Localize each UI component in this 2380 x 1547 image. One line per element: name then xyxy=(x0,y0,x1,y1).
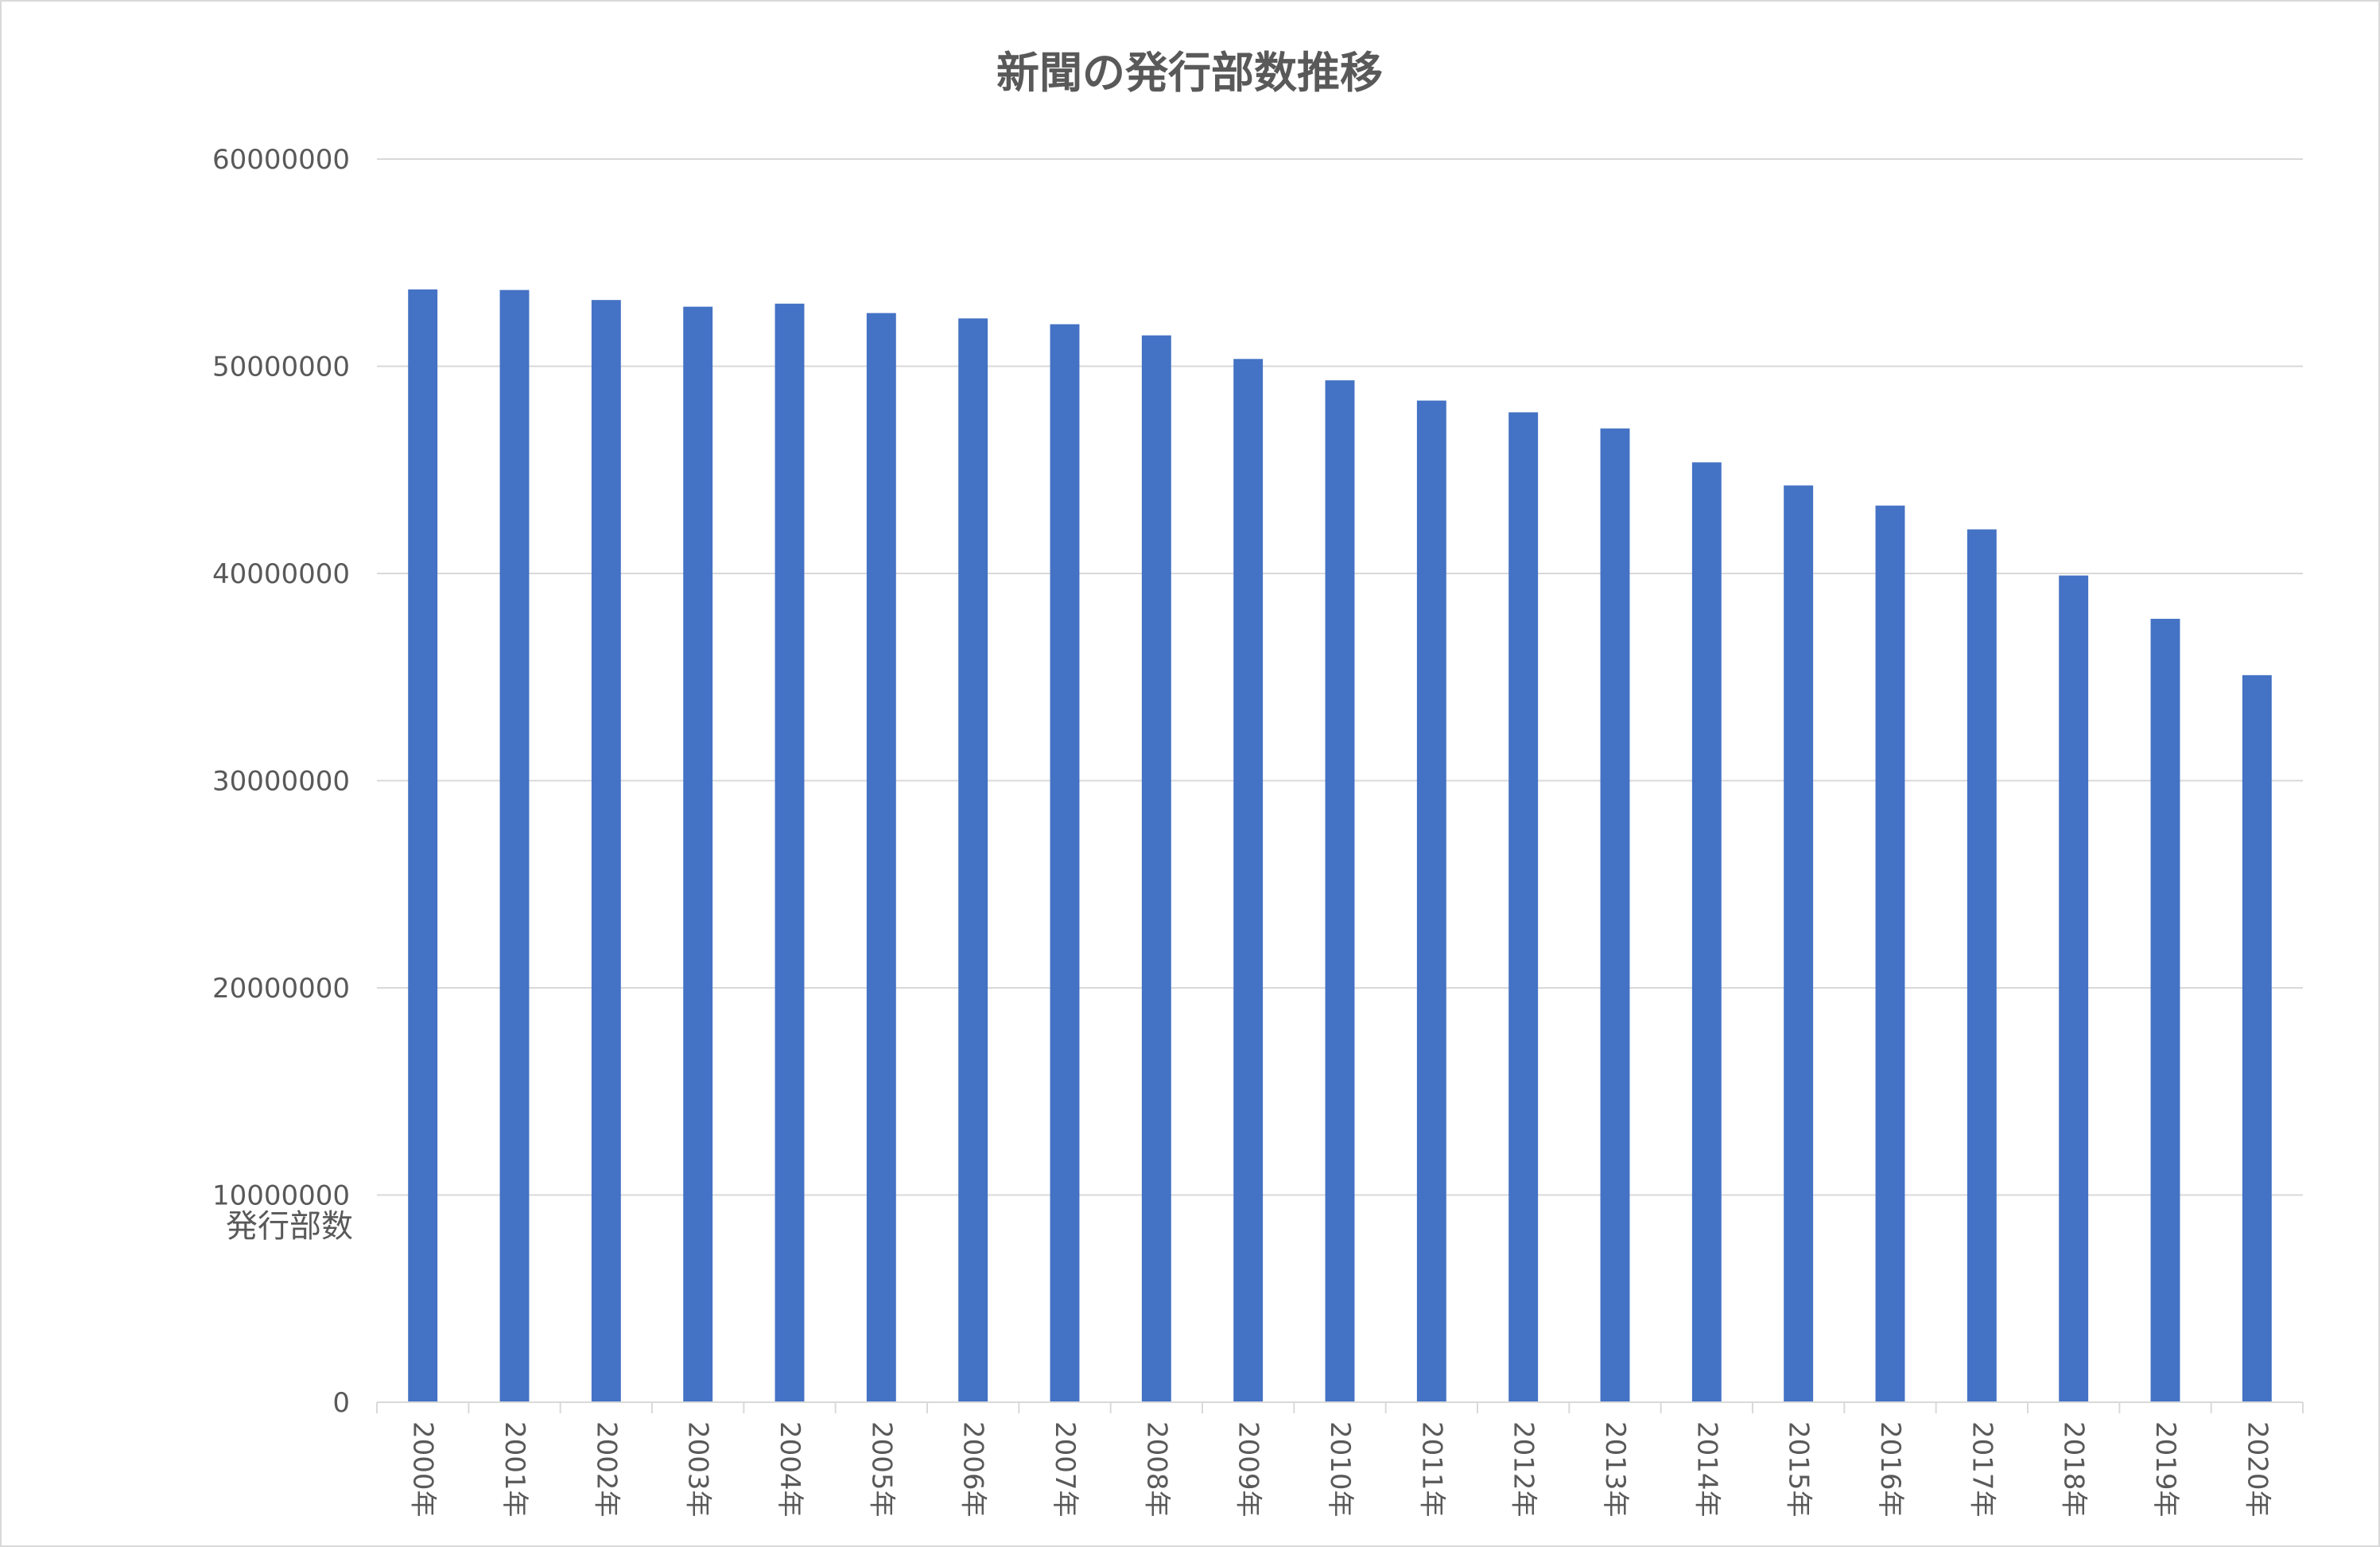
bar xyxy=(1416,400,1446,1402)
x-tick-label: 2007年 xyxy=(1049,1421,1081,1518)
y-axis-ticks: 0 10000000 20000000 30000000 40000000 5000000… xyxy=(212,144,350,1419)
y-tick-label: 20000000 xyxy=(212,973,350,1005)
x-tick-label: 2009年 xyxy=(1233,1421,1264,1518)
bar xyxy=(1875,505,1905,1403)
bar xyxy=(1233,359,1264,1403)
x-tick-label: 2013年 xyxy=(1599,1421,1631,1518)
y-tick-label: 40000000 xyxy=(212,558,350,590)
x-tick-label: 2005年 xyxy=(865,1421,897,1518)
x-tick-label: 2018年 xyxy=(2058,1421,2090,1518)
bar xyxy=(1325,380,1355,1403)
bar xyxy=(1600,428,1630,1402)
x-tick-label: 2019年 xyxy=(2149,1421,2181,1518)
x-tick-label: 2012年 xyxy=(1508,1421,1539,1518)
x-tick-label: 2001年 xyxy=(499,1421,530,1518)
y-axis-label: 発行部数 xyxy=(226,1208,353,1245)
bar xyxy=(1508,412,1539,1403)
bar xyxy=(499,290,530,1402)
x-tick-label: 2015年 xyxy=(1783,1421,1815,1518)
bars xyxy=(408,289,2272,1403)
y-tick-label: 50000000 xyxy=(212,352,350,383)
bar xyxy=(683,306,713,1403)
bar xyxy=(1967,529,1997,1402)
bar xyxy=(1784,485,1814,1402)
x-tick-label: 2000年 xyxy=(407,1421,439,1518)
x-axis-ticks: 2000年 2001年 2002年 2003年 2004年 2005年 2006年 2007年… xyxy=(407,1421,2273,1518)
bar xyxy=(2059,575,2089,1402)
x-axis xyxy=(376,1401,2304,1413)
x-tick-label: 2006年 xyxy=(957,1421,989,1518)
x-tick-label: 2016年 xyxy=(1874,1421,1906,1518)
bar xyxy=(866,313,896,1402)
y-tick-label: 60000000 xyxy=(212,144,350,176)
bar xyxy=(1141,335,1171,1403)
x-tick-label: 2004年 xyxy=(774,1421,806,1518)
y-tick-label: 10000000 xyxy=(212,1180,350,1212)
x-tick-label: 2008年 xyxy=(1140,1421,1172,1518)
y-tick-label: 30000000 xyxy=(212,766,350,798)
bar xyxy=(1691,462,1722,1402)
x-tick-label: 2014年 xyxy=(1691,1421,1722,1518)
x-tick-label: 2002年 xyxy=(590,1421,622,1518)
bar xyxy=(2150,619,2180,1402)
bar xyxy=(408,289,438,1402)
chart-title: 新聞の発行部数推移 xyxy=(996,48,1383,98)
x-tick-label: 2011年 xyxy=(1415,1421,1447,1518)
x-tick-label: 2020年 xyxy=(2241,1421,2273,1518)
x-tick-label: 2017年 xyxy=(1966,1421,1998,1518)
x-tick-label: 2010年 xyxy=(1324,1421,1356,1518)
bar xyxy=(958,318,988,1403)
x-tick-label: 2003年 xyxy=(682,1421,714,1518)
bar xyxy=(1050,324,1080,1403)
bar xyxy=(591,300,621,1402)
y-tick-label: 0 xyxy=(332,1387,350,1419)
bar xyxy=(775,303,805,1403)
bar xyxy=(2242,674,2272,1402)
